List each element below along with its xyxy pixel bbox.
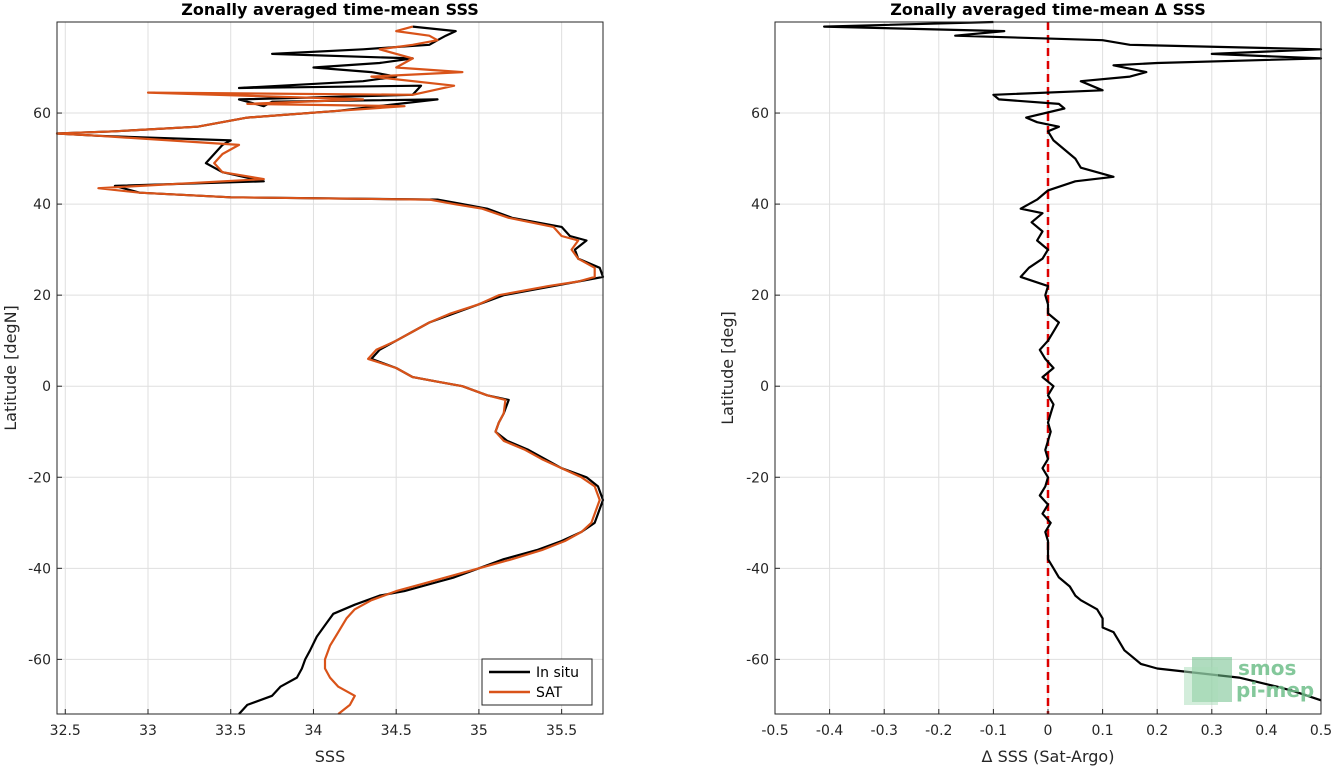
- left-x-tick-label: 33.5: [215, 723, 246, 739]
- left-x-tick-label: 33: [139, 723, 157, 739]
- left-plot-background: [57, 22, 603, 714]
- left-series-lines: [55, 25, 605, 715]
- right-x-tick-label: 0: [1044, 723, 1053, 739]
- left-y-axis-label: Latitude [degN]: [1, 305, 20, 431]
- right-x-tick-label: 0.1: [1091, 723, 1113, 739]
- left-chart-panel: 32.5 33 33.5 34 34.5 35 35.5 -60 -40 -20 0 20 40 60 Z…: [1, 0, 605, 766]
- left-y-tick-label: 60: [33, 106, 51, 122]
- left-x-tick-label: 35: [470, 723, 488, 739]
- left-chart-title: Zonally averaged time-mean SSS: [181, 0, 479, 19]
- right-x-tick-label: -0.5: [761, 723, 788, 739]
- right-y-tick-label: -40: [746, 561, 769, 577]
- left-y-tick-label: 0: [42, 379, 51, 395]
- right-ticks: -0.5 -0.4 -0.3 -0.2 -0.1 0 0.1 0.2 0.3 0.4 0.5 -60 -…: [746, 106, 1332, 739]
- left-y-tick-label: 20: [33, 288, 51, 304]
- right-y-axis-label: Latitude [deg]: [718, 311, 737, 425]
- left-ticks: 32.5 33 33.5 34 34.5 35 35.5 -60 -40 -20 0 20 40 60: [28, 106, 577, 739]
- right-axes-frame: [774, 21, 1322, 715]
- right-x-tick-label: -0.2: [925, 723, 952, 739]
- left-y-tick-label: -40: [28, 561, 51, 577]
- left-axes-frame: [56, 21, 604, 715]
- right-series-lines: [822, 20, 1323, 702]
- right-y-tick-label: 0: [760, 379, 769, 395]
- right-x-tick-label: -0.3: [871, 723, 898, 739]
- left-x-axis-label: SSS: [315, 747, 345, 766]
- left-x-tick-label: 34: [305, 723, 323, 739]
- right-x-tick-label: -0.4: [816, 723, 843, 739]
- logo-line-2: pi-mep: [1236, 678, 1314, 702]
- logo-graphic-shadow: [1184, 667, 1218, 705]
- left-y-tick-label: -60: [28, 652, 51, 668]
- smos-pi-mep-logo: smos pi-mep: [1184, 656, 1314, 705]
- right-y-tick-label: 40: [751, 197, 769, 213]
- left-x-tick-label: 32.5: [50, 723, 81, 739]
- right-x-tick-label: 0.2: [1146, 723, 1168, 739]
- right-x-tick-label: 0.5: [1310, 723, 1332, 739]
- logo-line-1: smos: [1238, 656, 1296, 680]
- legend-sat-label: SAT: [536, 685, 563, 701]
- left-y-tick-label: -20: [28, 470, 51, 486]
- right-chart-panel: -0.5 -0.4 -0.3 -0.2 -0.1 0 0.1 0.2 0.3 0.4 0.5 -60 -…: [718, 0, 1332, 766]
- right-x-tick-label: 0.3: [1201, 723, 1223, 739]
- right-y-tick-label: -60: [746, 652, 769, 668]
- right-x-axis-label: Δ SSS (Sat-Argo): [982, 747, 1115, 766]
- legend: In situ SAT: [481, 658, 593, 706]
- right-y-tick-label: -20: [746, 470, 769, 486]
- right-x-tick-label: -0.1: [980, 723, 1007, 739]
- left-x-tick-label: 35.5: [546, 723, 577, 739]
- right-series-line-0: [822, 20, 1323, 702]
- right-chart-title: Zonally averaged time-mean Δ SSS: [890, 0, 1206, 19]
- left-y-tick-label: 40: [33, 197, 51, 213]
- right-x-tick-label: 0.4: [1255, 723, 1277, 739]
- right-y-tick-label: 60: [751, 106, 769, 122]
- legend-box: [481, 658, 593, 706]
- left-series-line-1: [55, 25, 601, 715]
- legend-in-situ-label: In situ: [536, 665, 579, 681]
- left-x-tick-label: 34.5: [381, 723, 412, 739]
- right-y-tick-label: 20: [751, 288, 769, 304]
